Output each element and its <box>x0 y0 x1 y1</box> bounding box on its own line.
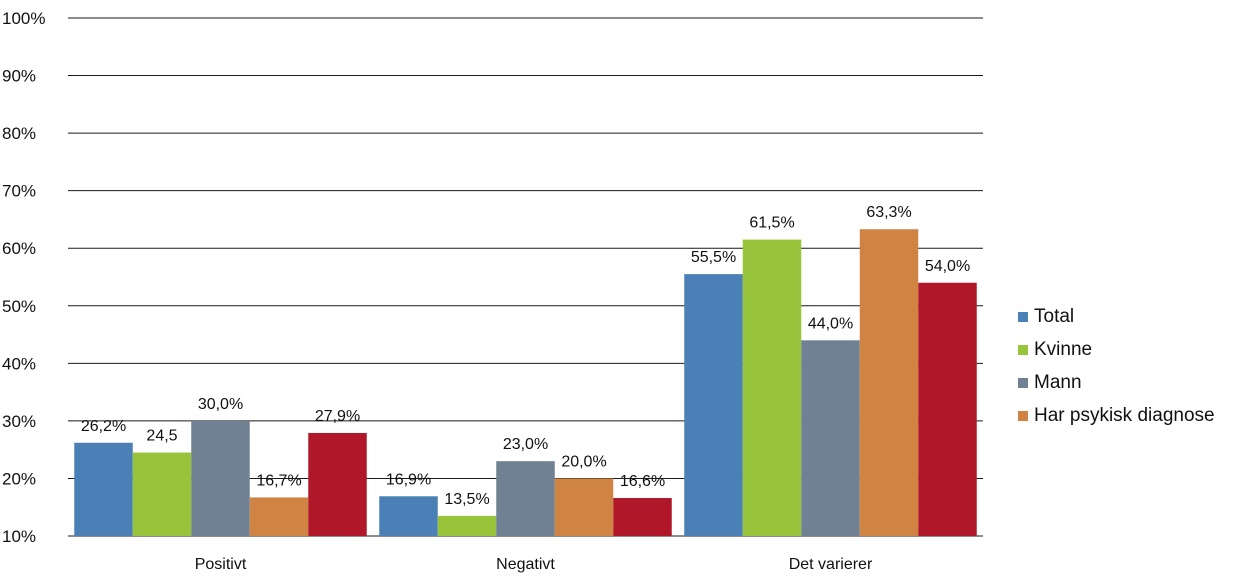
data-label: 44,0% <box>808 315 853 332</box>
legend-item: Mann <box>1018 366 1215 399</box>
bar <box>132 452 192 536</box>
legend-item: Kvinne <box>1018 333 1215 366</box>
data-label: 20,0% <box>561 453 606 470</box>
data-label: 16,9% <box>386 471 431 488</box>
bar <box>496 461 555 536</box>
bar <box>74 442 133 536</box>
bars <box>74 229 977 537</box>
legend-label: Har psykisk diagnose <box>1034 404 1215 426</box>
data-label: 55,5% <box>691 249 736 266</box>
legend-label: Mann <box>1034 371 1082 393</box>
x-category-label: Det varierer <box>789 556 873 573</box>
x-category-label: Positivt <box>195 556 247 573</box>
bar <box>918 282 977 536</box>
data-label: 61,5% <box>749 215 794 232</box>
legend-item: Total <box>1018 300 1215 333</box>
y-tick-label: 90% <box>2 67 36 86</box>
data-labels: 26,2% 24,5 30,0% 16,7% 27,9% 16,9% 13,5% 23,0% 2… <box>81 204 970 508</box>
bar <box>191 420 250 536</box>
legend-item: Har psykisk diagnose <box>1018 399 1215 432</box>
data-label: 13,5% <box>444 491 489 508</box>
y-tick-label: 30% <box>2 412 36 431</box>
y-tick-label: 50% <box>2 297 36 316</box>
legend-label: Kvinne <box>1034 338 1093 360</box>
legend-swatch <box>1018 344 1028 355</box>
bar <box>684 274 743 536</box>
legend-swatch <box>1018 410 1028 421</box>
legend-swatch <box>1018 377 1028 388</box>
y-tick-label: 100% <box>2 9 45 28</box>
x-axis-categories: Positivt Negativt Det varierer <box>195 556 873 573</box>
data-label: 30,0% <box>198 396 243 413</box>
bar <box>437 515 497 536</box>
bar <box>379 496 438 536</box>
data-label: 26,2% <box>81 418 126 435</box>
data-label: 54,0% <box>925 258 970 275</box>
y-tick-label: 10% <box>2 527 36 546</box>
legend-label: Total <box>1034 305 1075 327</box>
bar <box>554 478 614 536</box>
bar <box>613 498 672 536</box>
x-category-label: Negativt <box>496 556 555 573</box>
y-tick-label: 20% <box>2 469 36 488</box>
y-tick-label: 70% <box>2 182 36 201</box>
legend-swatch <box>1018 311 1028 322</box>
data-label: 16,6% <box>620 473 665 490</box>
y-tick-label: 80% <box>2 124 36 143</box>
bar <box>249 497 309 536</box>
data-label: 23,0% <box>503 436 548 453</box>
data-label: 16,7% <box>256 472 301 489</box>
y-tick-label: 60% <box>2 239 36 258</box>
data-label: 24,5 <box>146 428 177 445</box>
legend: Total Kvinne Mann Har psykisk diagnose <box>1018 300 1215 432</box>
bar <box>742 239 802 537</box>
bar <box>859 229 919 536</box>
y-tick-label: 40% <box>2 354 36 373</box>
data-label: 63,3% <box>866 204 911 221</box>
data-label: 27,9% <box>315 408 360 425</box>
bar <box>801 340 860 536</box>
y-axis-ticks: 10% 20% 30% 40% 50% 60% 70% 80% 90% 100% <box>2 9 45 546</box>
bar <box>308 432 367 536</box>
